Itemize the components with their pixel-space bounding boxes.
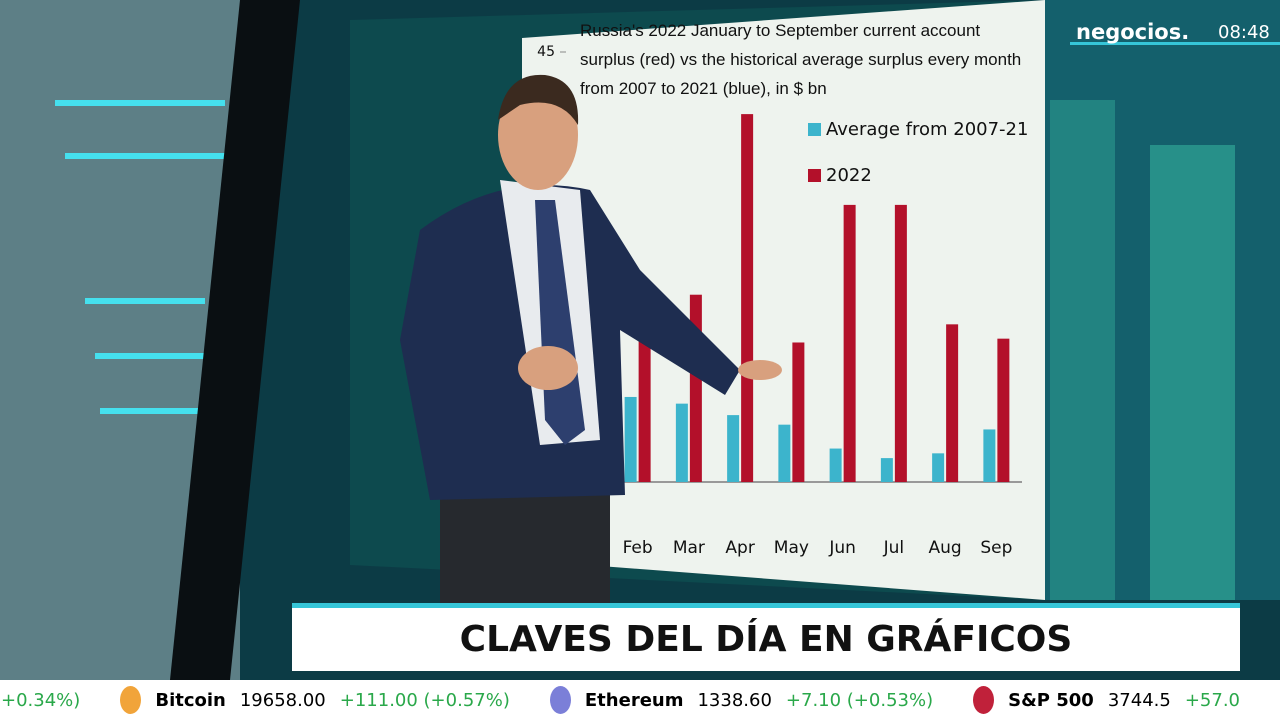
screen-bar-deco: [1150, 145, 1235, 600]
ticker: (+0.34%) Bitcoin 19658.00 +111.00 (+0.57%) E…: [0, 680, 1280, 720]
x-tick-label: Jul: [883, 538, 905, 558]
ticker-icon: [973, 686, 995, 714]
chart-title: Russia's 2022 January to September curre…: [580, 21, 1022, 98]
ticker-price: 1338.60: [697, 689, 772, 711]
x-tick-label: Apr: [725, 538, 754, 558]
x-tick-label: Jun: [828, 538, 856, 558]
ticker-change: +57.0: [1184, 689, 1240, 711]
ticker-change: +7.10 (+0.53%): [785, 689, 934, 711]
ticker-icon: [120, 686, 142, 714]
pillar: [170, 0, 300, 680]
legend-label: 2022: [826, 165, 872, 186]
x-tick-label: Aug: [929, 538, 962, 558]
bar: [946, 324, 959, 482]
bar: [792, 342, 805, 482]
legend-swatch: [808, 123, 821, 136]
x-tick-label: Sep: [980, 538, 1012, 558]
ticker-name: Bitcoin: [155, 689, 226, 711]
legend-swatch: [808, 169, 821, 182]
x-tick-label: Feb: [623, 538, 653, 558]
screen-bar-deco: [1050, 100, 1115, 600]
bar: [880, 458, 893, 482]
clock: 08:48: [1218, 22, 1270, 43]
ticker-icon: [549, 686, 571, 714]
bar: [932, 453, 945, 482]
bar: [894, 204, 907, 482]
chart-screen: [522, 0, 1045, 600]
bar: [675, 403, 688, 482]
channel-logo: negocios.: [1076, 20, 1190, 44]
bar: [983, 429, 996, 482]
y-tick-label: 45: [537, 44, 555, 60]
x-tick-label: Mar: [673, 538, 705, 558]
ticker-price: 19658.00: [239, 689, 326, 711]
bar: [843, 204, 856, 482]
ticker-price: 3744.5: [1107, 689, 1171, 711]
hand: [518, 346, 578, 390]
bar: [741, 114, 754, 482]
bar: [829, 448, 842, 482]
legend-label: Average from 2007-21: [826, 119, 1028, 140]
ticker-name: S&P 500: [1008, 689, 1094, 711]
bar: [624, 396, 637, 482]
hand: [738, 360, 782, 380]
bar: [727, 415, 740, 482]
bar: [997, 338, 1010, 482]
x-tick-label: May: [774, 538, 809, 558]
presenter: [400, 74, 782, 605]
logo-underline: [1070, 42, 1280, 45]
ticker-change: +111.00 (+0.57%): [339, 689, 510, 711]
bar: [778, 424, 791, 482]
banner-title: CLAVES DEL DÍA EN GRÁFICOS: [292, 603, 1240, 671]
wall-lights: [55, 100, 225, 414]
ticker-name: Ethereum: [584, 689, 684, 711]
ticker-change: (+0.34%): [0, 689, 81, 711]
head: [498, 80, 578, 190]
hair: [498, 74, 579, 125]
